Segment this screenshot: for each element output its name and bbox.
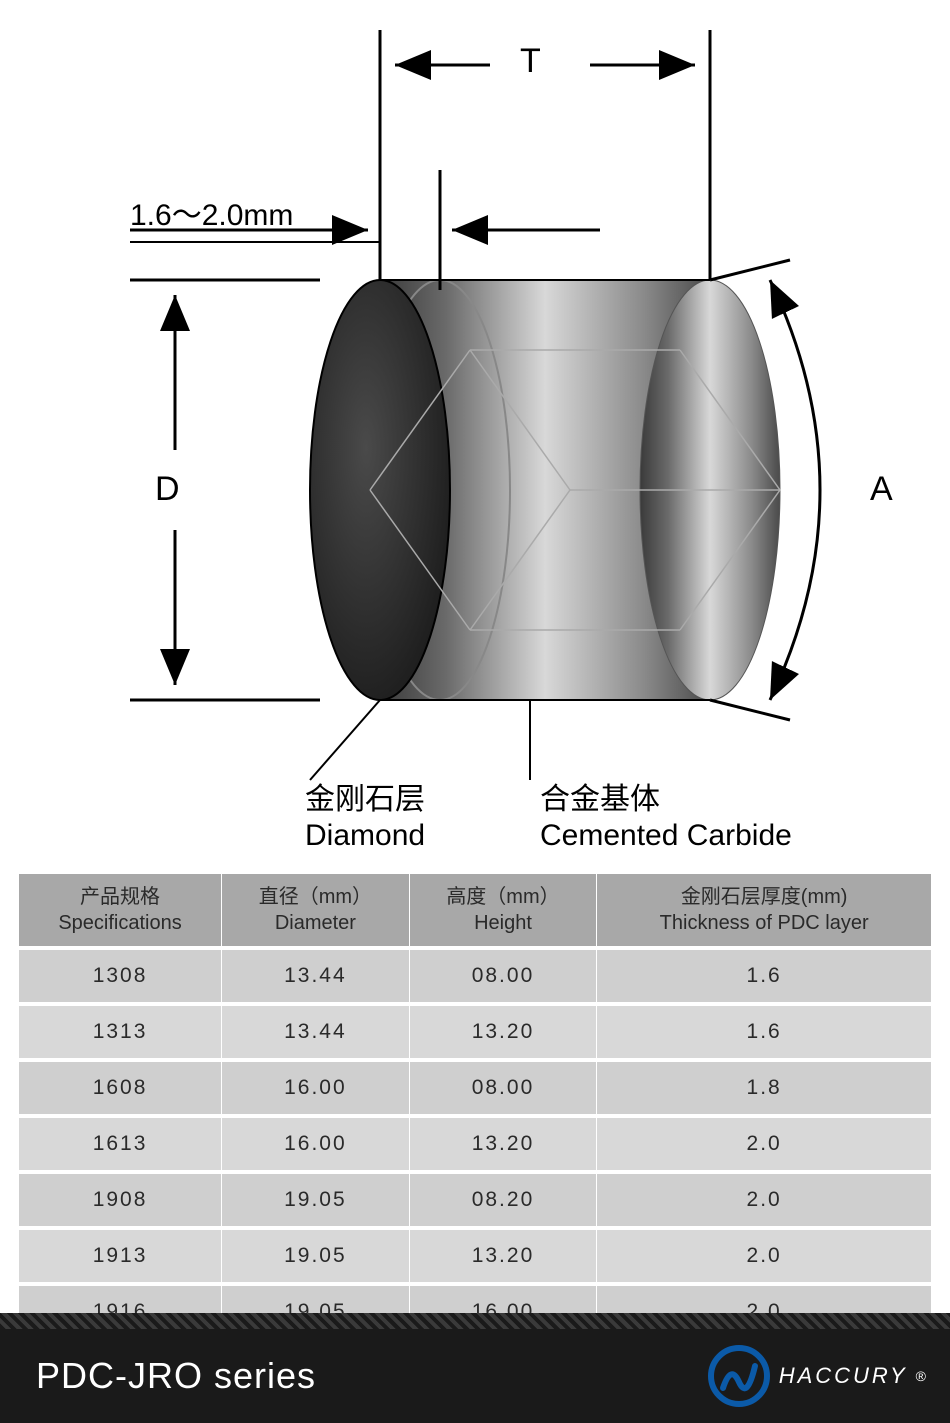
table-cell: 1.6 bbox=[597, 950, 931, 1002]
table-row: 191319.0513.202.0 bbox=[19, 1230, 931, 1282]
table-cell: 16.00 bbox=[222, 1118, 409, 1170]
table-cell: 2.0 bbox=[597, 1118, 931, 1170]
spec-table: 产品规格Specifications 直径（mm）Diameter 高度（mm）… bbox=[18, 870, 932, 1342]
table-cell: 1.8 bbox=[597, 1062, 931, 1114]
table-cell: 1613 bbox=[19, 1118, 221, 1170]
table-cell: 13.44 bbox=[222, 1006, 409, 1058]
table-cell: 1908 bbox=[19, 1174, 221, 1226]
th-diameter: 直径（mm）Diameter bbox=[222, 874, 409, 946]
brand-logo: HACCURY ® bbox=[707, 1344, 926, 1408]
table-cell: 1313 bbox=[19, 1006, 221, 1058]
series-title: PDC-JRO series bbox=[36, 1355, 316, 1397]
th-height: 高度（mm）Height bbox=[410, 874, 597, 946]
table-cell: 1308 bbox=[19, 950, 221, 1002]
table-row: 160816.0008.001.8 bbox=[19, 1062, 931, 1114]
carbide-label: 合金基体 Cemented Carbide bbox=[540, 782, 792, 854]
footer-stripe bbox=[0, 1313, 950, 1329]
thickness-label: 1.6～2.0mm bbox=[130, 190, 293, 234]
dim-t-label: T bbox=[520, 42, 541, 81]
th-thickness: 金刚石层厚度(mm)Thickness of PDC layer bbox=[597, 874, 931, 946]
table-cell: 16.00 bbox=[222, 1062, 409, 1114]
table-row: 190819.0508.202.0 bbox=[19, 1174, 931, 1226]
table-cell: 19.05 bbox=[222, 1230, 409, 1282]
table-cell: 19.05 bbox=[222, 1174, 409, 1226]
footer: PDC-JRO series HACCURY ® bbox=[0, 1313, 950, 1423]
table-cell: 1913 bbox=[19, 1230, 221, 1282]
table-cell: 08.20 bbox=[410, 1174, 597, 1226]
cylinder-diagram bbox=[0, 0, 950, 870]
table-cell: 13.20 bbox=[410, 1230, 597, 1282]
table-cell: 1.6 bbox=[597, 1006, 931, 1058]
table-cell: 08.00 bbox=[410, 950, 597, 1002]
th-spec: 产品规格Specifications bbox=[19, 874, 221, 946]
table-cell: 2.0 bbox=[597, 1230, 931, 1282]
diamond-label: 金刚石层 Diamond bbox=[305, 782, 425, 854]
table-row: 130813.4408.001.6 bbox=[19, 950, 931, 1002]
spec-table-area: 产品规格Specifications 直径（mm）Diameter 高度（mm）… bbox=[0, 870, 950, 1342]
footer-bar: PDC-JRO series HACCURY ® bbox=[0, 1329, 950, 1423]
table-cell: 1608 bbox=[19, 1062, 221, 1114]
logo-icon bbox=[707, 1344, 771, 1408]
reg-mark: ® bbox=[916, 1368, 926, 1384]
diagram-area: T 1.6～2.0mm D A 金刚石层 Diamond 合金基体 Cement… bbox=[0, 0, 950, 870]
table-cell: 13.44 bbox=[222, 950, 409, 1002]
table-row: 131313.4413.201.6 bbox=[19, 1006, 931, 1058]
dim-d-label: D bbox=[155, 470, 180, 509]
dim-a-label: A bbox=[870, 470, 893, 509]
table-cell: 13.20 bbox=[410, 1118, 597, 1170]
table-header-row: 产品规格Specifications 直径（mm）Diameter 高度（mm）… bbox=[19, 874, 931, 946]
brand-text: HACCURY bbox=[779, 1363, 908, 1389]
table-cell: 2.0 bbox=[597, 1174, 931, 1226]
table-row: 161316.0013.202.0 bbox=[19, 1118, 931, 1170]
table-cell: 13.20 bbox=[410, 1006, 597, 1058]
table-cell: 08.00 bbox=[410, 1062, 597, 1114]
